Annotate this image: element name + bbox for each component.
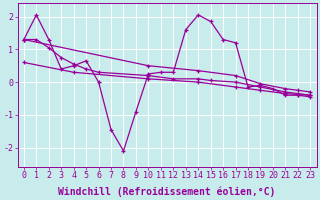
X-axis label: Windchill (Refroidissement éolien,°C): Windchill (Refroidissement éolien,°C): [58, 186, 276, 197]
